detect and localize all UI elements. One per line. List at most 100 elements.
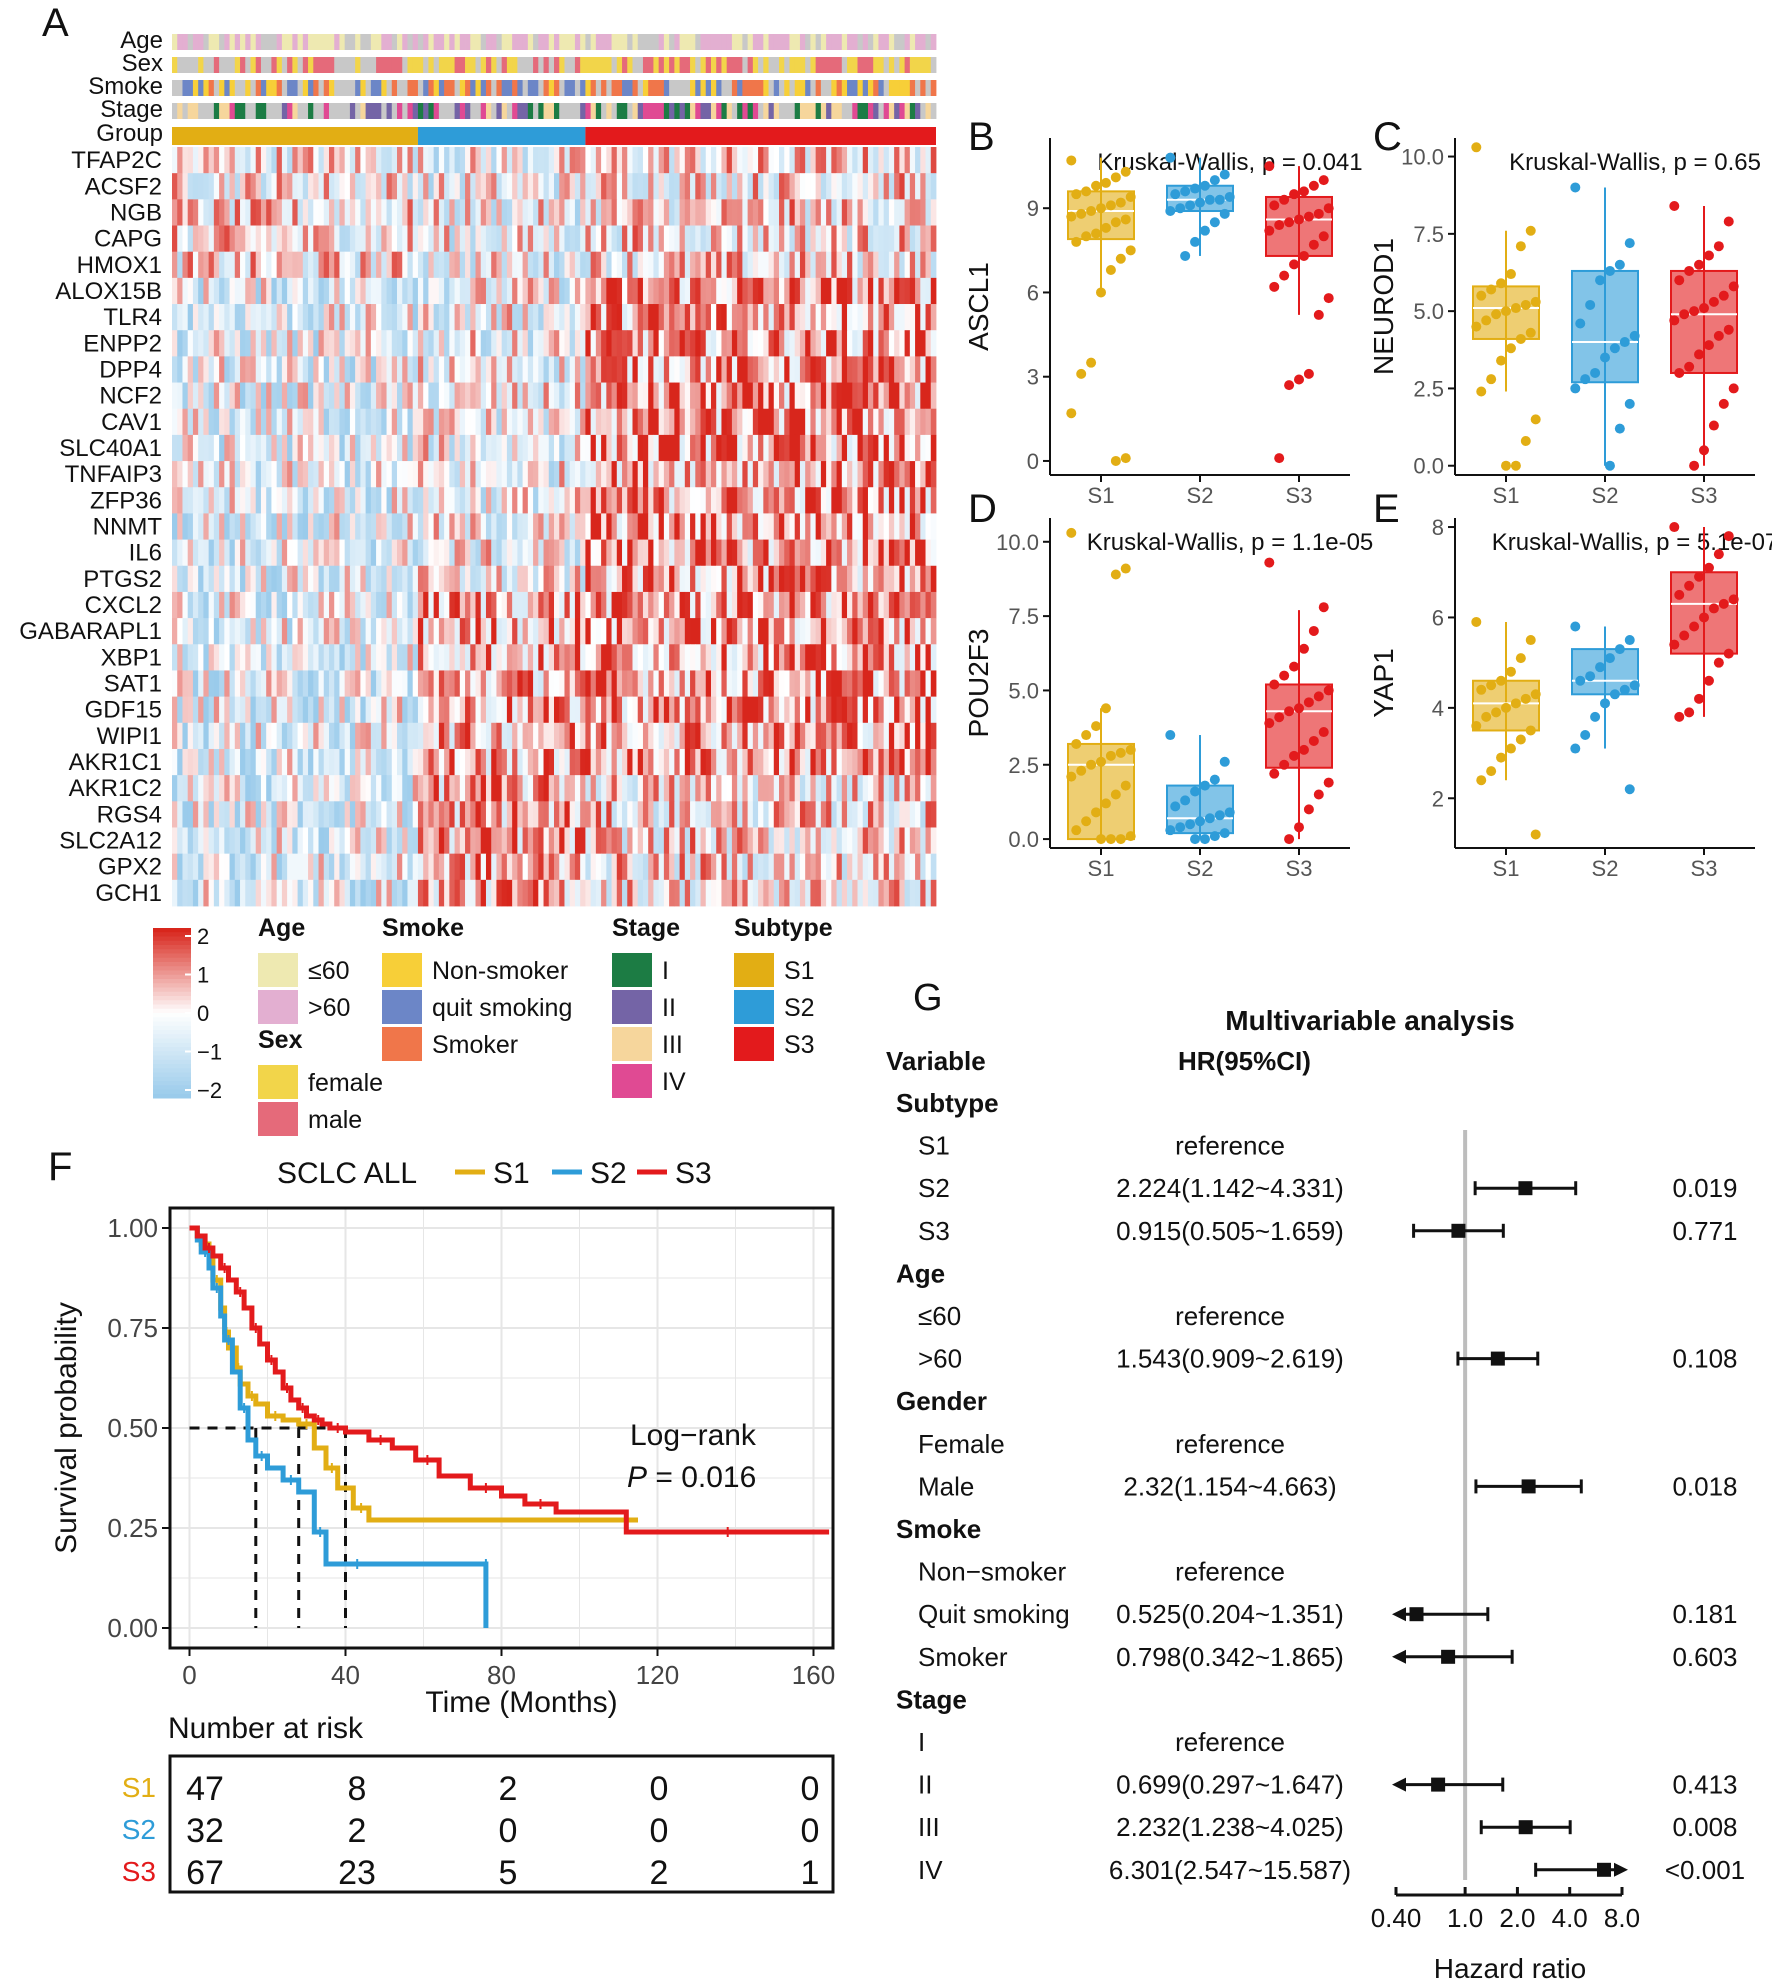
heatmap-cell — [177, 722, 183, 750]
heatmap-cell — [412, 356, 419, 383]
heatmap-cell — [564, 748, 571, 776]
heatmap-cell — [376, 304, 382, 331]
data-point — [1110, 455, 1121, 466]
heatmap-cell — [438, 225, 445, 253]
heatmap-cell — [208, 618, 215, 645]
heatmap-cell — [485, 487, 492, 514]
heatmap-cell — [192, 539, 199, 567]
heatmap-cell — [585, 173, 592, 200]
heatmap-cell — [318, 330, 325, 357]
heatmap-cell — [674, 382, 680, 410]
heatmap-cell — [554, 775, 560, 802]
heatmap-cell — [564, 644, 571, 671]
heatmap-cell — [669, 618, 675, 645]
heatmap-cell — [742, 461, 749, 488]
heatmap-cell — [501, 827, 508, 855]
heatmap-cell — [470, 304, 476, 331]
heatmap-cell — [177, 382, 183, 410]
heatmap-cell — [585, 801, 592, 828]
heatmap-cell — [852, 277, 858, 305]
heatmap-cell — [313, 487, 319, 514]
heatmap-cell — [365, 147, 372, 174]
heatmap-cell — [318, 748, 325, 776]
annotation-cell — [904, 34, 911, 50]
heatmap-cell — [580, 147, 586, 174]
heatmap-cell — [920, 304, 926, 331]
annotation-cell — [198, 34, 204, 50]
heatmap-cell — [883, 408, 890, 436]
heatmap-cell — [794, 827, 801, 855]
heatmap-cell — [878, 513, 885, 540]
heatmap-cell — [752, 696, 759, 724]
heatmap-cell — [355, 775, 361, 802]
annotation-cell — [470, 34, 476, 50]
annotation-cell — [883, 34, 890, 50]
heatmap-cell — [826, 539, 832, 567]
heatmap-cell — [690, 434, 696, 462]
heatmap-cell — [444, 775, 450, 802]
heatmap-cell — [627, 853, 633, 881]
heatmap-cell — [198, 591, 204, 619]
heatmap-cell — [731, 879, 738, 907]
heatmap-cell — [789, 408, 796, 436]
annotation-cell — [370, 80, 377, 96]
heatmap-cell — [266, 487, 272, 514]
heatmap-cell — [334, 879, 340, 907]
heatmap-cell — [271, 277, 278, 305]
heatmap-cell — [637, 173, 644, 200]
heatmap-cell — [899, 199, 905, 226]
heatmap-cell — [250, 225, 257, 253]
heatmap-cell — [328, 277, 335, 305]
heatmap-cell — [417, 382, 424, 410]
heatmap-cell — [632, 487, 639, 514]
heatmap-cell — [172, 225, 178, 253]
heatmap-cell — [878, 199, 885, 226]
heatmap-cell — [438, 382, 445, 410]
heatmap-cell — [648, 434, 654, 462]
heatmap-cell — [805, 801, 811, 828]
heatmap-cell — [198, 827, 204, 855]
heatmap-cell — [475, 434, 482, 462]
heatmap-cell — [590, 461, 597, 488]
heatmap-cell — [240, 382, 246, 410]
heatmap-cell — [391, 618, 398, 645]
heatmap-cell — [663, 565, 670, 593]
heatmap-cell — [768, 487, 775, 514]
annotation-cell — [517, 57, 523, 73]
annotation-cell — [637, 103, 644, 119]
heatmap-cell — [642, 330, 649, 357]
heatmap-cell — [637, 513, 644, 540]
heatmap-cell — [758, 277, 764, 305]
annotation-cell — [878, 57, 885, 73]
heatmap-cell — [344, 461, 351, 488]
heatmap-cell — [648, 330, 654, 357]
annotation-cell — [867, 80, 874, 96]
annotation-cell — [779, 103, 785, 119]
heatmap-cell — [496, 853, 503, 881]
heatmap-cell — [213, 225, 220, 253]
heatmap-cell — [815, 565, 822, 593]
heatmap-cell — [684, 853, 691, 881]
heatmap-cell — [642, 382, 649, 410]
heatmap-cell — [172, 879, 178, 907]
heatmap-cell — [883, 461, 890, 488]
heatmap-cell — [763, 173, 769, 200]
heatmap-cell — [506, 853, 513, 881]
heatmap-cell — [878, 853, 885, 881]
heatmap-cell — [559, 304, 565, 331]
heatmap-cell — [292, 461, 298, 488]
heatmap-cell — [313, 801, 319, 828]
heatmap-cell — [506, 670, 513, 698]
heatmap-cell — [554, 670, 560, 698]
heatmap-cell — [773, 853, 780, 881]
heatmap-cell — [187, 461, 194, 488]
heatmap-cell — [773, 565, 780, 593]
heatmap-cell — [595, 853, 602, 881]
heatmap-cell — [810, 304, 817, 331]
heatmap-cell — [391, 330, 398, 357]
heatmap-cell — [213, 173, 220, 200]
heatmap-cell — [428, 748, 435, 776]
annotation-cell — [370, 103, 377, 119]
heatmap-cell — [590, 539, 597, 567]
heatmap-cell — [465, 173, 471, 200]
